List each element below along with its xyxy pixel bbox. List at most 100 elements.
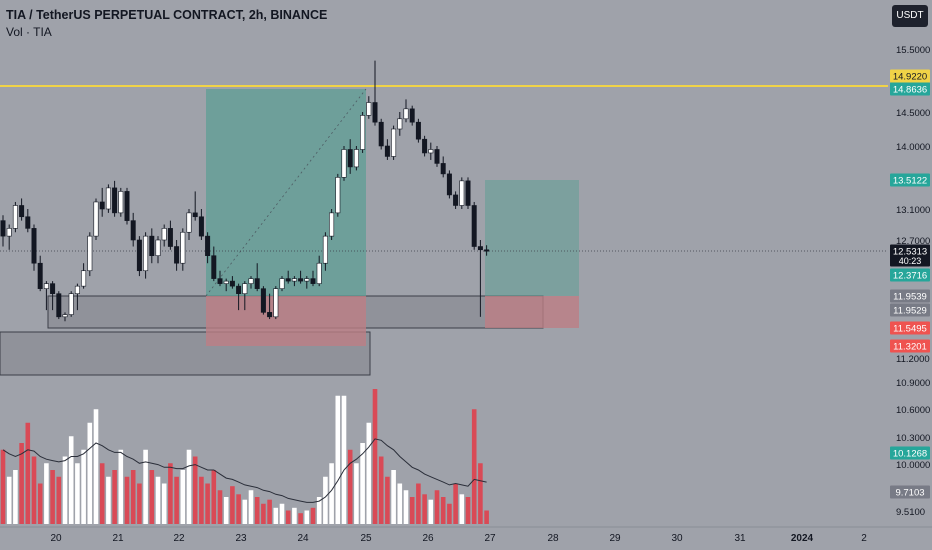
candle-body[interactable]	[279, 278, 285, 289]
candle-body[interactable]	[353, 149, 359, 168]
candle-body[interactable]	[99, 201, 105, 210]
candle-body[interactable]	[223, 280, 229, 284]
candle-body[interactable]	[471, 205, 477, 247]
candle-body[interactable]	[211, 255, 217, 279]
long-position-2-loss[interactable]	[485, 296, 579, 328]
candle-body[interactable]	[403, 108, 409, 120]
candle-body[interactable]	[130, 220, 136, 241]
candle-body[interactable]	[391, 128, 397, 157]
candle-body[interactable]	[161, 228, 167, 241]
candle-body[interactable]	[366, 102, 372, 116]
candle-body[interactable]	[31, 228, 37, 264]
currency-button[interactable]: USDT	[892, 5, 928, 27]
candle-body[interactable]	[453, 194, 459, 206]
candle-body[interactable]	[198, 216, 204, 237]
candle-body[interactable]	[0, 220, 6, 237]
candle-body[interactable]	[118, 191, 124, 214]
candle-body[interactable]	[477, 246, 483, 251]
candle-body[interactable]	[56, 293, 62, 318]
candle-body[interactable]	[12, 205, 18, 229]
candle-body[interactable]	[415, 121, 421, 140]
candle-body[interactable]	[484, 249, 490, 252]
price-badge-text: 13.5122	[893, 176, 927, 187]
candle-body[interactable]	[229, 280, 235, 287]
candle-body[interactable]	[267, 312, 273, 318]
candle-body[interactable]	[37, 262, 43, 289]
candle-body[interactable]	[81, 270, 87, 287]
candle-body[interactable]	[105, 187, 111, 210]
candle-body[interactable]	[217, 278, 223, 284]
long-position-2-profit[interactable]	[485, 180, 579, 296]
symbol-title[interactable]: TIA / TetherUS PERPETUAL CONTRACT, 2h, B…	[6, 8, 328, 22]
candle-body[interactable]	[434, 149, 440, 164]
candle-body[interactable]	[372, 102, 378, 123]
candle-body[interactable]	[459, 180, 465, 206]
candle-body[interactable]	[409, 108, 415, 123]
price-badge-upper-marker[interactable]	[890, 82, 930, 96]
candle-body[interactable]	[205, 235, 211, 257]
candle-body[interactable]	[248, 278, 254, 284]
price-badge-yellow-line[interactable]	[890, 69, 930, 83]
candle-body[interactable]	[316, 262, 322, 284]
candle-body[interactable]	[384, 145, 390, 157]
price-badge-tp[interactable]	[890, 173, 930, 187]
candle-body[interactable]	[62, 314, 68, 318]
candle-body[interactable]	[341, 149, 347, 178]
candle-body[interactable]	[446, 173, 452, 196]
price-badge-lower-zone[interactable]	[890, 339, 930, 353]
candle-body[interactable]	[124, 191, 130, 221]
candle-body[interactable]	[68, 293, 74, 315]
candle-body[interactable]	[360, 115, 366, 150]
candle-body[interactable]	[6, 228, 12, 237]
price-badge-zone-top[interactable]	[890, 289, 930, 303]
candle-body[interactable]	[322, 235, 328, 264]
candle-body[interactable]	[285, 278, 291, 282]
candle-body[interactable]	[155, 239, 161, 257]
candle-body[interactable]	[112, 187, 118, 214]
candle-body[interactable]	[50, 283, 56, 294]
candle-body[interactable]	[440, 163, 446, 175]
candle-body[interactable]	[273, 288, 279, 318]
candle-body[interactable]	[465, 180, 471, 206]
candle-body[interactable]	[310, 278, 316, 284]
price-badge-volume-last[interactable]	[890, 485, 930, 499]
candle-body[interactable]	[180, 231, 186, 264]
price-badge-sl[interactable]	[890, 321, 930, 335]
candle-body[interactable]	[242, 283, 248, 294]
price-badge-volume-ma[interactable]	[890, 446, 930, 460]
candle-body[interactable]	[174, 246, 180, 264]
candle-body[interactable]	[19, 205, 25, 218]
candle-body[interactable]	[25, 216, 31, 229]
candle-body[interactable]	[143, 235, 149, 272]
candle-body[interactable]	[43, 283, 49, 289]
candle-body[interactable]	[304, 278, 310, 282]
candle-body[interactable]	[298, 278, 304, 282]
candle-body[interactable]	[149, 235, 155, 257]
candle-body[interactable]	[136, 239, 142, 272]
candle-body[interactable]	[335, 177, 341, 214]
long-position-1-loss[interactable]	[206, 296, 366, 346]
candle-body[interactable]	[347, 149, 353, 168]
candle-body[interactable]	[397, 118, 403, 130]
price-badge-last-price[interactable]	[890, 244, 930, 267]
candle-body[interactable]	[74, 285, 80, 294]
time-axis[interactable]	[0, 527, 932, 550]
price-badge-zone-bottom[interactable]	[890, 303, 930, 317]
candle-body[interactable]	[291, 278, 297, 282]
candle-body[interactable]	[254, 278, 260, 289]
candle-body[interactable]	[87, 235, 93, 272]
candle-body[interactable]	[378, 121, 384, 147]
candle-body[interactable]	[428, 149, 434, 154]
candle-body[interactable]	[422, 138, 428, 154]
candle-body[interactable]	[93, 201, 99, 237]
volume-indicator-label[interactable]: Vol · TIA	[6, 25, 52, 39]
candle-body[interactable]	[167, 228, 173, 247]
candle-body[interactable]	[186, 212, 192, 233]
candle-body[interactable]	[192, 212, 198, 218]
price-badge-entry[interactable]	[890, 268, 930, 282]
volume-bar	[273, 507, 279, 524]
candle-body[interactable]	[236, 285, 242, 294]
candle-body[interactable]	[329, 212, 335, 237]
candle-body[interactable]	[260, 288, 266, 313]
